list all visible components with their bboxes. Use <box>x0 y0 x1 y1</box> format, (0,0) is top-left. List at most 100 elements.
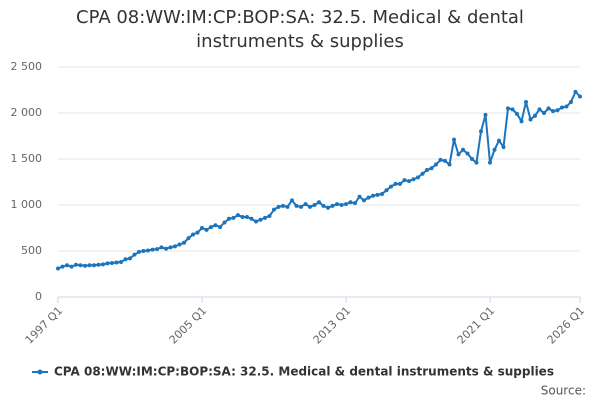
data-point <box>402 178 407 183</box>
data-point <box>321 203 326 208</box>
data-point <box>501 145 506 150</box>
data-point <box>452 137 456 142</box>
data-point <box>146 248 150 253</box>
data-point <box>420 171 425 176</box>
data-point <box>240 214 245 219</box>
data-point <box>398 181 402 186</box>
data-point <box>533 113 537 118</box>
data-point <box>105 261 110 266</box>
data-point <box>132 252 137 257</box>
source: Source: <box>541 384 586 398</box>
data-point <box>56 266 60 271</box>
data-point <box>429 166 434 171</box>
data-point <box>119 260 123 265</box>
data-point <box>159 245 164 250</box>
data-point <box>317 200 321 205</box>
data-point <box>564 104 569 109</box>
data-point <box>456 152 461 157</box>
data-point <box>470 157 474 161</box>
data-point <box>524 99 528 104</box>
data-point <box>357 194 362 199</box>
data-point <box>303 202 308 207</box>
data-point <box>515 111 519 116</box>
data-point <box>155 247 159 252</box>
data-point <box>366 195 371 200</box>
data-point <box>236 213 240 218</box>
data-point <box>173 244 177 249</box>
data-point <box>528 117 533 122</box>
data-point <box>164 246 168 251</box>
data-point <box>200 226 204 230</box>
data-point <box>209 225 213 230</box>
data-point <box>299 204 303 209</box>
data-point <box>141 249 146 253</box>
y-tick-label: 2 500 <box>11 60 43 73</box>
data-point <box>281 203 285 208</box>
data-point <box>168 245 173 250</box>
x-tick-label: 2005 Q1 <box>167 304 210 347</box>
data-point <box>231 215 236 220</box>
data-point <box>69 264 74 269</box>
data-point <box>344 202 348 207</box>
chart-title: CPA 08:WW:IM:CP:BOP:SA: 32.5. Medical & … <box>76 7 524 52</box>
y-tick-label: 1 000 <box>11 198 43 211</box>
data-point <box>560 105 564 110</box>
data-point <box>186 236 191 241</box>
data-point <box>434 162 438 167</box>
data-point <box>569 99 573 104</box>
data-point <box>150 247 155 252</box>
data-point <box>294 203 299 208</box>
data-point <box>87 263 92 268</box>
data-point <box>83 263 87 268</box>
data-point <box>227 216 231 221</box>
y-tick-label: 0 <box>35 290 42 303</box>
data-point <box>362 198 366 203</box>
data-point <box>290 198 294 203</box>
data-point <box>497 138 501 143</box>
data-point <box>416 175 420 180</box>
data-point <box>137 249 141 254</box>
data-point <box>447 162 452 167</box>
data-point <box>578 94 582 99</box>
data-point <box>411 177 416 182</box>
data-point <box>389 184 393 189</box>
data-point <box>348 200 353 205</box>
data-point <box>330 203 335 208</box>
data-point <box>537 107 542 112</box>
data-point <box>101 262 105 267</box>
data-point <box>551 109 555 114</box>
data-point <box>263 215 267 220</box>
data-point <box>258 217 263 222</box>
data-point <box>308 204 312 209</box>
data-point <box>483 112 488 117</box>
data-point <box>492 147 497 152</box>
data-point <box>92 263 96 268</box>
data-point <box>272 207 276 212</box>
y-tick-label: 500 <box>21 244 42 257</box>
data-point <box>60 264 65 269</box>
data-point <box>128 256 132 261</box>
data-point <box>285 204 290 209</box>
data-point <box>65 263 69 268</box>
data-point <box>254 219 258 224</box>
data-point <box>249 216 254 221</box>
data-point <box>114 260 119 265</box>
data-point <box>78 263 83 268</box>
data-point <box>177 242 182 247</box>
x-tick-label: 2013 Q1 <box>311 304 354 347</box>
y-tick-label: 1 500 <box>11 152 43 165</box>
data-point <box>479 129 483 134</box>
data-point <box>384 188 389 193</box>
data-point <box>276 204 281 209</box>
data-point <box>407 179 411 184</box>
data-point <box>474 160 479 165</box>
data-point <box>465 151 470 156</box>
data-point <box>425 168 429 173</box>
data-point <box>438 157 443 162</box>
data-point <box>245 214 249 219</box>
data-point <box>267 214 272 219</box>
x-tick-label: 2026 Q1 <box>545 304 588 347</box>
data-point <box>380 191 384 196</box>
data-point <box>222 220 227 225</box>
